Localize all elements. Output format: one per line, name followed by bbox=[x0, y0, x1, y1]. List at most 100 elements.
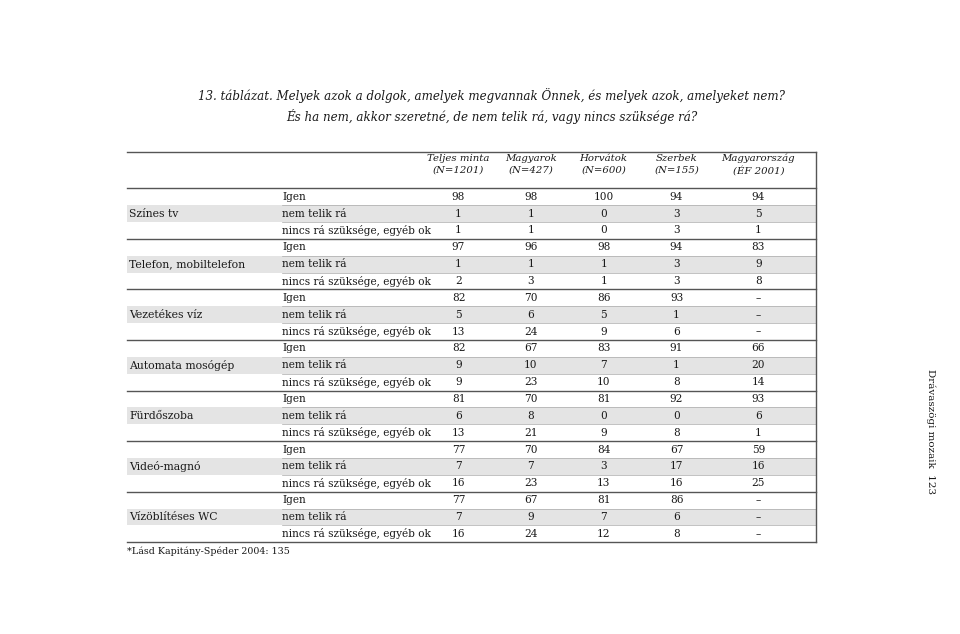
Text: Fürdőszoba: Fürdőszoba bbox=[129, 411, 193, 421]
Text: 84: 84 bbox=[597, 444, 611, 455]
Text: 96: 96 bbox=[524, 242, 538, 252]
Text: nincs rá szüksége, egyéb ok: nincs rá szüksége, egyéb ok bbox=[282, 528, 431, 540]
Text: 7: 7 bbox=[527, 462, 534, 472]
Text: nincs rá szüksége, egyéb ok: nincs rá szüksége, egyéb ok bbox=[282, 225, 431, 236]
Text: nincs rá szüksége, egyéb ok: nincs rá szüksége, egyéb ok bbox=[282, 377, 431, 387]
Text: nem telik rá: nem telik rá bbox=[282, 259, 347, 269]
Bar bbox=[128, 508, 816, 526]
Text: 3: 3 bbox=[673, 259, 680, 269]
Text: 0: 0 bbox=[600, 411, 607, 421]
Text: 12: 12 bbox=[597, 529, 611, 539]
Text: nincs rá szüksége, egyéb ok: nincs rá szüksége, egyéb ok bbox=[282, 427, 431, 438]
Text: nincs rá szüksége, egyéb ok: nincs rá szüksége, egyéb ok bbox=[282, 276, 431, 287]
Text: 5: 5 bbox=[755, 209, 761, 219]
Text: 9: 9 bbox=[755, 259, 761, 269]
Text: 83: 83 bbox=[597, 344, 611, 354]
Text: 24: 24 bbox=[524, 529, 538, 539]
Text: 66: 66 bbox=[752, 344, 765, 354]
Text: 9: 9 bbox=[600, 428, 607, 437]
Text: 77: 77 bbox=[452, 495, 466, 505]
Text: 1: 1 bbox=[455, 259, 462, 269]
Text: 1: 1 bbox=[755, 428, 761, 437]
Text: 5: 5 bbox=[600, 310, 607, 320]
Text: 8: 8 bbox=[673, 529, 680, 539]
Text: 10: 10 bbox=[597, 377, 611, 387]
Text: 6: 6 bbox=[755, 411, 761, 421]
Text: Szerbek
(N=155): Szerbek (N=155) bbox=[654, 153, 699, 174]
Text: 23: 23 bbox=[524, 478, 538, 488]
Text: 13: 13 bbox=[452, 428, 466, 437]
Text: Igen: Igen bbox=[282, 495, 306, 505]
Text: 1: 1 bbox=[527, 226, 534, 235]
Text: 7: 7 bbox=[600, 512, 607, 522]
Text: 77: 77 bbox=[452, 444, 466, 455]
Text: 6: 6 bbox=[673, 512, 680, 522]
Text: 67: 67 bbox=[524, 344, 538, 354]
Text: 16: 16 bbox=[670, 478, 684, 488]
Text: 2: 2 bbox=[455, 276, 462, 286]
Text: 82: 82 bbox=[452, 344, 466, 354]
Text: nincs rá szüksége, egyéb ok: nincs rá szüksége, egyéb ok bbox=[282, 326, 431, 337]
Text: Igen: Igen bbox=[282, 344, 306, 354]
Text: És ha nem, akkor szeretné, de nem telik rá, vagy nincs szüksége rá?: És ha nem, akkor szeretné, de nem telik … bbox=[286, 109, 698, 124]
Text: nem telik rá: nem telik rá bbox=[282, 512, 347, 522]
Text: nem telik rá: nem telik rá bbox=[282, 209, 347, 219]
Text: 81: 81 bbox=[452, 394, 466, 404]
Text: nem telik rá: nem telik rá bbox=[282, 411, 347, 421]
Text: 20: 20 bbox=[752, 360, 765, 370]
Text: 91: 91 bbox=[670, 344, 684, 354]
Text: 70: 70 bbox=[524, 394, 538, 404]
Text: 70: 70 bbox=[524, 293, 538, 303]
Text: 9: 9 bbox=[455, 360, 462, 370]
Bar bbox=[128, 357, 816, 374]
Text: 100: 100 bbox=[593, 192, 613, 202]
Text: 81: 81 bbox=[597, 394, 611, 404]
Text: Drávaszögi mozaik  123: Drávaszögi mozaik 123 bbox=[926, 368, 936, 494]
Text: 92: 92 bbox=[670, 394, 684, 404]
Text: 1: 1 bbox=[673, 310, 680, 320]
Text: 93: 93 bbox=[670, 293, 684, 303]
Bar bbox=[128, 458, 816, 475]
Text: Magyarország
(ÉF 2001): Magyarország (ÉF 2001) bbox=[722, 153, 795, 176]
Text: *Lásd Kapitány-Spéder 2004: 135: *Lásd Kapitány-Spéder 2004: 135 bbox=[128, 547, 290, 555]
Bar bbox=[128, 306, 816, 323]
Text: 98: 98 bbox=[597, 242, 611, 252]
Text: 16: 16 bbox=[752, 462, 765, 472]
Text: Igen: Igen bbox=[282, 444, 306, 455]
Text: Automata mosógép: Automata mosógép bbox=[129, 360, 234, 371]
Text: Színes tv: Színes tv bbox=[129, 209, 179, 219]
Text: 70: 70 bbox=[524, 444, 538, 455]
Text: 1: 1 bbox=[673, 360, 680, 370]
Text: 94: 94 bbox=[752, 192, 765, 202]
Text: 5: 5 bbox=[455, 310, 462, 320]
Text: 1: 1 bbox=[455, 226, 462, 235]
Text: 1: 1 bbox=[527, 209, 534, 219]
Text: 83: 83 bbox=[752, 242, 765, 252]
Text: 8: 8 bbox=[673, 428, 680, 437]
Text: nincs rá szüksége, egyéb ok: nincs rá szüksége, egyéb ok bbox=[282, 478, 431, 489]
Text: 0: 0 bbox=[673, 411, 680, 421]
Text: –: – bbox=[756, 327, 761, 337]
Text: 3: 3 bbox=[527, 276, 534, 286]
Text: –: – bbox=[756, 293, 761, 303]
Text: 7: 7 bbox=[455, 512, 462, 522]
Text: 0: 0 bbox=[600, 209, 607, 219]
Text: 1: 1 bbox=[600, 276, 607, 286]
Text: 67: 67 bbox=[524, 495, 538, 505]
Text: 17: 17 bbox=[670, 462, 684, 472]
Text: 9: 9 bbox=[600, 327, 607, 337]
Text: 98: 98 bbox=[452, 192, 466, 202]
Text: Vezetékes víz: Vezetékes víz bbox=[129, 310, 203, 320]
Text: Magyarok
(N=427): Magyarok (N=427) bbox=[505, 153, 557, 174]
Text: Teljes minta
(N=1201): Teljes minta (N=1201) bbox=[427, 153, 490, 174]
Text: Igen: Igen bbox=[282, 192, 306, 202]
Bar bbox=[128, 256, 816, 273]
Text: 16: 16 bbox=[452, 478, 466, 488]
Text: 0: 0 bbox=[600, 226, 607, 235]
Text: 1: 1 bbox=[455, 209, 462, 219]
Text: 97: 97 bbox=[452, 242, 466, 252]
Text: 6: 6 bbox=[527, 310, 534, 320]
Text: 6: 6 bbox=[673, 327, 680, 337]
Text: 94: 94 bbox=[670, 242, 684, 252]
Text: 9: 9 bbox=[527, 512, 534, 522]
